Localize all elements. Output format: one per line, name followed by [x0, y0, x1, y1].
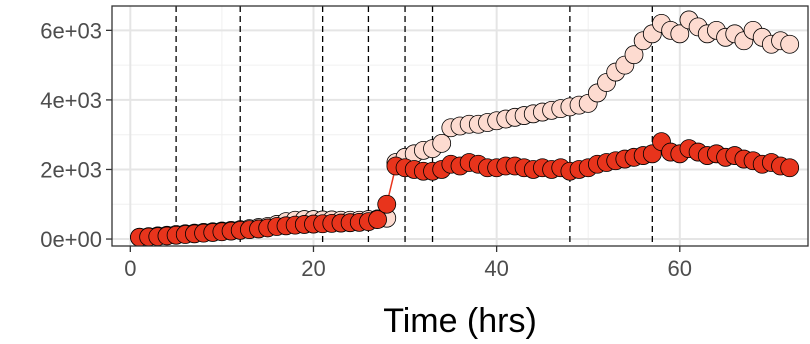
- x-axis-title: Time (hrs): [383, 302, 537, 340]
- x-tick-label: 0: [124, 256, 136, 281]
- y-tick-label: 6e+03: [40, 18, 102, 43]
- x-tick-label: 60: [668, 256, 692, 281]
- data-point: [780, 34, 800, 54]
- data-point: [377, 194, 397, 214]
- data-series: [130, 10, 800, 246]
- data-point: [780, 158, 800, 178]
- x-tick-label: 40: [484, 256, 508, 281]
- data-point: [368, 210, 387, 229]
- y-tick-label: 0e+00: [40, 227, 102, 252]
- x-tick-label: 20: [301, 256, 325, 281]
- y-tick-label: 2e+03: [40, 157, 102, 182]
- reference-lines: [175, 6, 653, 246]
- x-axis: 0 20 40 60: [124, 246, 692, 281]
- data-point: [432, 133, 452, 153]
- data-point: [670, 24, 690, 44]
- plot-panel-border: [111, 5, 809, 247]
- y-axis: 0e+00 2e+03 4e+03 6e+03: [40, 18, 112, 252]
- series-2: [130, 132, 800, 246]
- y-tick-label: 4e+03: [40, 88, 102, 113]
- data-point: [624, 45, 644, 65]
